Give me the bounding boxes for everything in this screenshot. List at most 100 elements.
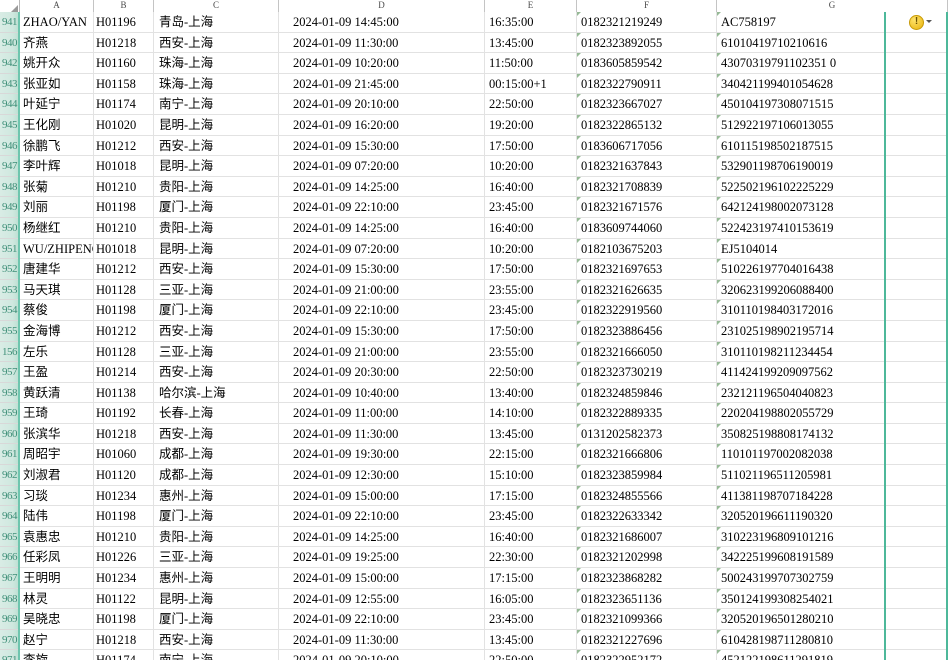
cell-departure-datetime[interactable]: 2024-01-09 20:10:00 xyxy=(279,650,485,660)
cell-id-number[interactable]: 110101197002082038 xyxy=(717,444,948,465)
cell-arrival-time[interactable]: 23:55:00 xyxy=(485,279,577,300)
cell-route[interactable]: 厦门-上海 xyxy=(154,506,279,526)
row-header[interactable]: 957 xyxy=(0,362,18,383)
cell-route[interactable]: 昆明-上海 xyxy=(154,238,279,259)
cell-arrival-time[interactable]: 23:45:00 xyxy=(485,300,577,320)
row-header[interactable]: 964 xyxy=(0,506,18,527)
cell-name[interactable]: 刘丽 xyxy=(20,197,94,217)
cell-departure-datetime[interactable]: 2024-01-09 10:40:00 xyxy=(279,382,485,403)
cell-ticket-no[interactable]: 0182321686007 xyxy=(577,526,717,547)
column-header-f[interactable]: F xyxy=(577,0,717,12)
table-row[interactable]: 林灵 H01122 昆明-上海 2024-01-09 12:55:00 16:05:00… xyxy=(20,588,948,610)
cell-arrival-time[interactable]: 13:45:00 xyxy=(485,32,577,53)
table-row[interactable]: 李旋 H01174 南宁-上海 2024-01-09 20:10:00 22:50:00… xyxy=(20,650,948,660)
cell-departure-datetime[interactable]: 2024-01-09 07:20:00 xyxy=(279,156,485,176)
cell-ticket-no[interactable]: 0131202582373 xyxy=(577,423,717,444)
cell-route[interactable]: 青岛-上海 xyxy=(154,12,279,32)
cell-name[interactable]: ZHAO/YAN xyxy=(20,12,94,32)
cell-flight-no[interactable]: H01234 xyxy=(94,568,154,588)
cell-flight-no[interactable]: H01020 xyxy=(94,114,154,135)
row-header[interactable]: 949 xyxy=(0,197,18,218)
cell-route[interactable]: 西安-上海 xyxy=(154,32,279,53)
cell-id-number[interactable]: 512922197106013055 xyxy=(717,114,948,135)
cell-route[interactable]: 南宁-上海 xyxy=(154,650,279,660)
cell-name[interactable]: 吴晓忠 xyxy=(20,609,94,629)
row-header[interactable]: 963 xyxy=(0,485,18,507)
table-row[interactable]: 叶延宁 H01174 南宁-上海 2024-01-09 20:10:00 22:50:0… xyxy=(20,94,948,115)
cell-ticket-no[interactable]: 0182321099366 xyxy=(577,609,717,629)
cell-ticket-no[interactable]: 0182321666806 xyxy=(577,444,717,465)
cell-id-number[interactable]: 310110198211234454 xyxy=(717,341,948,362)
cell-name[interactable]: 齐燕 xyxy=(20,32,94,53)
cell-name[interactable]: 唐建华 xyxy=(20,259,94,279)
cell-route[interactable]: 西安-上海 xyxy=(154,629,279,650)
row-header[interactable]: 967 xyxy=(0,568,18,589)
cell-flight-no[interactable]: H01218 xyxy=(94,32,154,53)
table-row[interactable]: 袁惠忠 H01210 贵阳-上海 2024-01-09 14:25:00 16:40:0… xyxy=(20,526,948,548)
cell-name[interactable]: 王化刚 xyxy=(20,114,94,135)
cell-departure-datetime[interactable]: 2024-01-09 16:20:00 xyxy=(279,114,485,135)
cell-departure-datetime[interactable]: 2024-01-09 15:00:00 xyxy=(279,568,485,588)
cell-route[interactable]: 成都-上海 xyxy=(154,465,279,485)
cell-route[interactable]: 南宁-上海 xyxy=(154,94,279,114)
select-all-corner[interactable] xyxy=(0,0,20,12)
cell-id-number[interactable]: 340421199401054628 xyxy=(717,73,948,94)
row-header[interactable]: 950 xyxy=(0,217,18,239)
cell-flight-no[interactable]: H01192 xyxy=(94,403,154,423)
cell-departure-datetime[interactable]: 2024-01-09 15:30:00 xyxy=(279,320,485,341)
cell-id-number[interactable]: 320520196501280210 xyxy=(717,609,948,629)
cell-route[interactable]: 长春-上海 xyxy=(154,403,279,423)
cell-departure-datetime[interactable]: 2024-01-09 12:55:00 xyxy=(279,588,485,609)
cell-name[interactable]: 金海博 xyxy=(20,320,94,341)
cell-flight-no[interactable]: H01210 xyxy=(94,176,154,197)
cell-id-number[interactable]: 320623199206088400 xyxy=(717,279,948,300)
cell-name[interactable]: 马天琪 xyxy=(20,279,94,300)
cell-arrival-time[interactable]: 16:05:00 xyxy=(485,588,577,609)
table-row[interactable]: 王明明 H01234 惠州-上海 2024-01-09 15:00:00 17:15:0… xyxy=(20,568,948,589)
cell-departure-datetime[interactable]: 2024-01-09 22:10:00 xyxy=(279,506,485,526)
table-row[interactable]: 习琰 H01234 惠州-上海 2024-01-09 15:00:00 17:15:00… xyxy=(20,485,948,507)
cell-route[interactable]: 西安-上海 xyxy=(154,320,279,341)
row-header-column[interactable]: 941 940 942 943 944 945 946 947 948 949 950 951 952 9… xyxy=(0,12,20,660)
cell-departure-datetime[interactable]: 2024-01-09 22:10:00 xyxy=(279,300,485,320)
table-row[interactable]: 任彩凤 H01226 三亚-上海 2024-01-09 19:25:00 22:30:0… xyxy=(20,547,948,569)
cell-ticket-no[interactable]: 0182322889335 xyxy=(577,403,717,423)
cell-arrival-time[interactable]: 22:15:00 xyxy=(485,444,577,465)
row-header[interactable]: 951 xyxy=(0,238,18,260)
cell-name[interactable]: 张亚如 xyxy=(20,73,94,94)
cell-id-number[interactable]: 350825198808174132 xyxy=(717,423,948,444)
cell-name[interactable]: 王明明 xyxy=(20,568,94,588)
row-header[interactable]: 960 xyxy=(0,423,18,445)
cell-departure-datetime[interactable]: 2024-01-09 14:25:00 xyxy=(279,176,485,197)
column-header-d[interactable]: D xyxy=(279,0,485,12)
cell-flight-no[interactable]: H01120 xyxy=(94,465,154,485)
cell-id-number[interactable]: 61010419710210616 xyxy=(717,32,948,53)
cell-name[interactable]: 林灵 xyxy=(20,588,94,609)
cell-ticket-no[interactable]: 0182321219249 xyxy=(577,12,717,32)
cell-flight-no[interactable]: H01196 xyxy=(94,12,154,32)
cell-name[interactable]: 杨继红 xyxy=(20,217,94,238)
warning-exclamation-icon[interactable] xyxy=(909,15,924,30)
cell-flight-no[interactable]: H01226 xyxy=(94,547,154,568)
cell-ticket-no[interactable]: 0182323859984 xyxy=(577,465,717,485)
table-row[interactable]: ZHAO/YAN H01196 青岛-上海 2024-01-09 14:45:00 16… xyxy=(20,12,948,33)
cell-flight-no[interactable]: H01212 xyxy=(94,320,154,341)
column-header-g[interactable]: G xyxy=(717,0,948,12)
cell-ticket-no[interactable]: 0182323886456 xyxy=(577,320,717,341)
cell-arrival-time[interactable]: 16:40:00 xyxy=(485,217,577,238)
cell-ticket-no[interactable]: 0182323730219 xyxy=(577,362,717,382)
row-header[interactable]: 942 xyxy=(0,53,18,74)
row-header[interactable]: 958 xyxy=(0,382,18,404)
cell-id-number[interactable]: 522423197410153619 xyxy=(717,217,948,238)
row-header[interactable]: 156 xyxy=(0,341,18,363)
column-header-c[interactable]: C xyxy=(154,0,279,12)
row-header[interactable]: 968 xyxy=(0,588,18,610)
cell-arrival-time[interactable]: 00:15:00+1 xyxy=(485,73,577,94)
cell-route[interactable]: 惠州-上海 xyxy=(154,485,279,506)
row-header[interactable]: 954 xyxy=(0,300,18,321)
cell-id-number[interactable]: 411424199209097562 xyxy=(717,362,948,382)
cell-departure-datetime[interactable]: 2024-01-09 11:30:00 xyxy=(279,423,485,444)
cell-ticket-no[interactable]: 0182321697653 xyxy=(577,259,717,279)
cell-route[interactable]: 惠州-上海 xyxy=(154,568,279,588)
